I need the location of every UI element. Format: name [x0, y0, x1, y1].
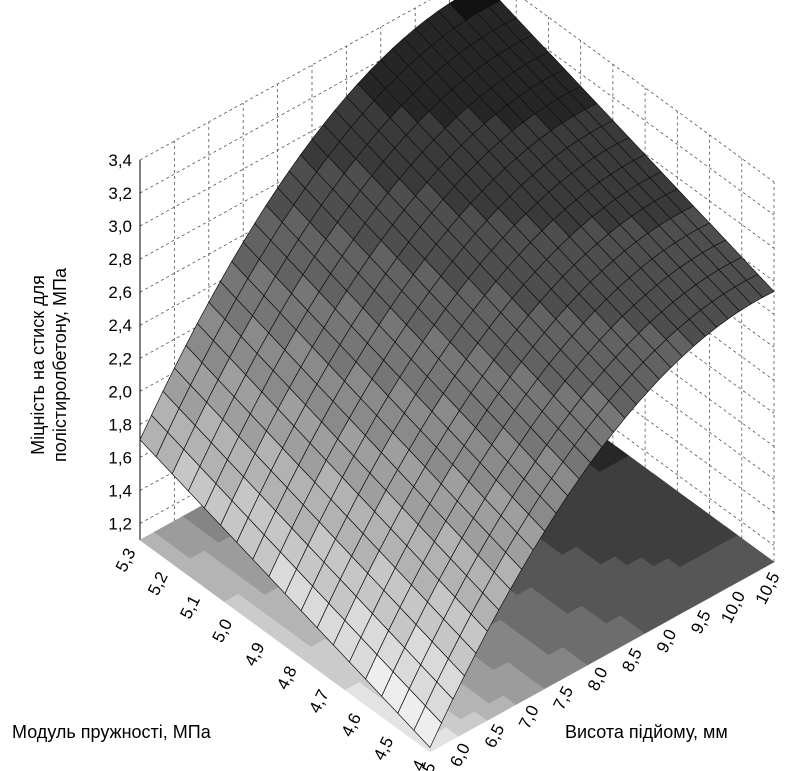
- z-tick-label: 3,0: [108, 217, 132, 236]
- z-tick-label: 1,4: [108, 481, 132, 500]
- z-tick-label: 3,2: [108, 184, 132, 203]
- floor-cell: [747, 552, 775, 571]
- y-tick-label: 8,0: [584, 664, 612, 694]
- x-tick-label: 5,2: [144, 569, 172, 599]
- y-tick-label: 6,5: [481, 721, 509, 751]
- y-tick-label: 7,5: [550, 683, 578, 713]
- y-tick-label: 10,5: [752, 569, 784, 607]
- y-tick-label: 10,0: [717, 588, 749, 626]
- z-axis-title-line-2: полістиролбетону, МПа: [50, 267, 70, 462]
- x-tick-label: 4,8: [273, 663, 301, 693]
- z-tick-label: 2,8: [108, 250, 132, 269]
- z-axis-title-line-1: Міцність на стиск для: [28, 275, 48, 455]
- z-tick-label: 2,4: [108, 316, 132, 335]
- z-tick-label: 2,2: [108, 349, 132, 368]
- x-tick-label: 4,5: [370, 734, 398, 764]
- y-tick-label: 9,0: [653, 626, 681, 656]
- z-tick-label: 3,4: [108, 151, 132, 170]
- x-tick-label: 4,6: [337, 710, 365, 740]
- z-tick-label: 2,0: [108, 382, 132, 401]
- y-tick-label: 6,0: [446, 740, 474, 770]
- x-tick-label: 5,3: [112, 545, 140, 575]
- x-tick-label: 5,1: [176, 592, 204, 622]
- z-tick-label: 1,6: [108, 448, 132, 467]
- z-tick-label: 2,6: [108, 283, 132, 302]
- y-tick-label: 9,5: [687, 607, 715, 637]
- response-surface: [139, 0, 775, 749]
- z-tick-label: 1,8: [108, 415, 132, 434]
- y-axis-title: Висота підйому, мм: [565, 722, 728, 742]
- z-tick-label: 1,2: [108, 514, 132, 533]
- y-tick-label: 7,0: [515, 702, 543, 732]
- y-tick-label: 8,5: [618, 645, 646, 675]
- surface-cell: [413, 705, 442, 749]
- x-tick-label: 4,7: [305, 687, 333, 717]
- y-tick-label: 5,5: [412, 759, 440, 771]
- x-tick-label: 5,0: [209, 616, 237, 646]
- grid-line-z: [139, 0, 775, 183]
- x-axis-title: Модуль пружності, МПа: [12, 722, 212, 742]
- x-tick-label: 4,9: [241, 639, 269, 669]
